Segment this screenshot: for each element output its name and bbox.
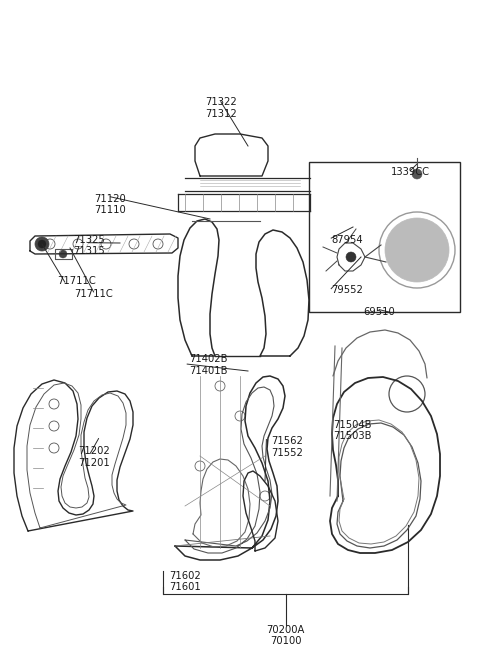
Text: 71402B
71401B: 71402B 71401B	[190, 354, 228, 376]
Text: 69510: 69510	[363, 307, 395, 317]
Text: 79552: 79552	[331, 285, 363, 295]
Text: 1339CC: 1339CC	[391, 167, 430, 177]
Circle shape	[38, 240, 46, 248]
Text: 71602
71601: 71602 71601	[169, 571, 201, 592]
Text: 71562
71552: 71562 71552	[271, 436, 303, 458]
Text: 70200A
70100: 70200A 70100	[266, 625, 305, 646]
Text: 71711C: 71711C	[58, 276, 96, 285]
Text: 87954: 87954	[331, 235, 363, 245]
Text: 71711C: 71711C	[74, 289, 113, 298]
Circle shape	[59, 250, 67, 258]
Circle shape	[346, 252, 356, 262]
Circle shape	[412, 169, 422, 179]
Text: 71322
71312: 71322 71312	[205, 97, 237, 119]
Bar	[309, 162, 460, 312]
Text: 71202
71201: 71202 71201	[78, 446, 109, 468]
Text: 71120
71110: 71120 71110	[95, 194, 126, 215]
Circle shape	[385, 218, 449, 282]
Text: 71504B
71503B: 71504B 71503B	[334, 420, 372, 441]
Circle shape	[35, 237, 49, 251]
Text: 71325
71315: 71325 71315	[73, 235, 105, 256]
